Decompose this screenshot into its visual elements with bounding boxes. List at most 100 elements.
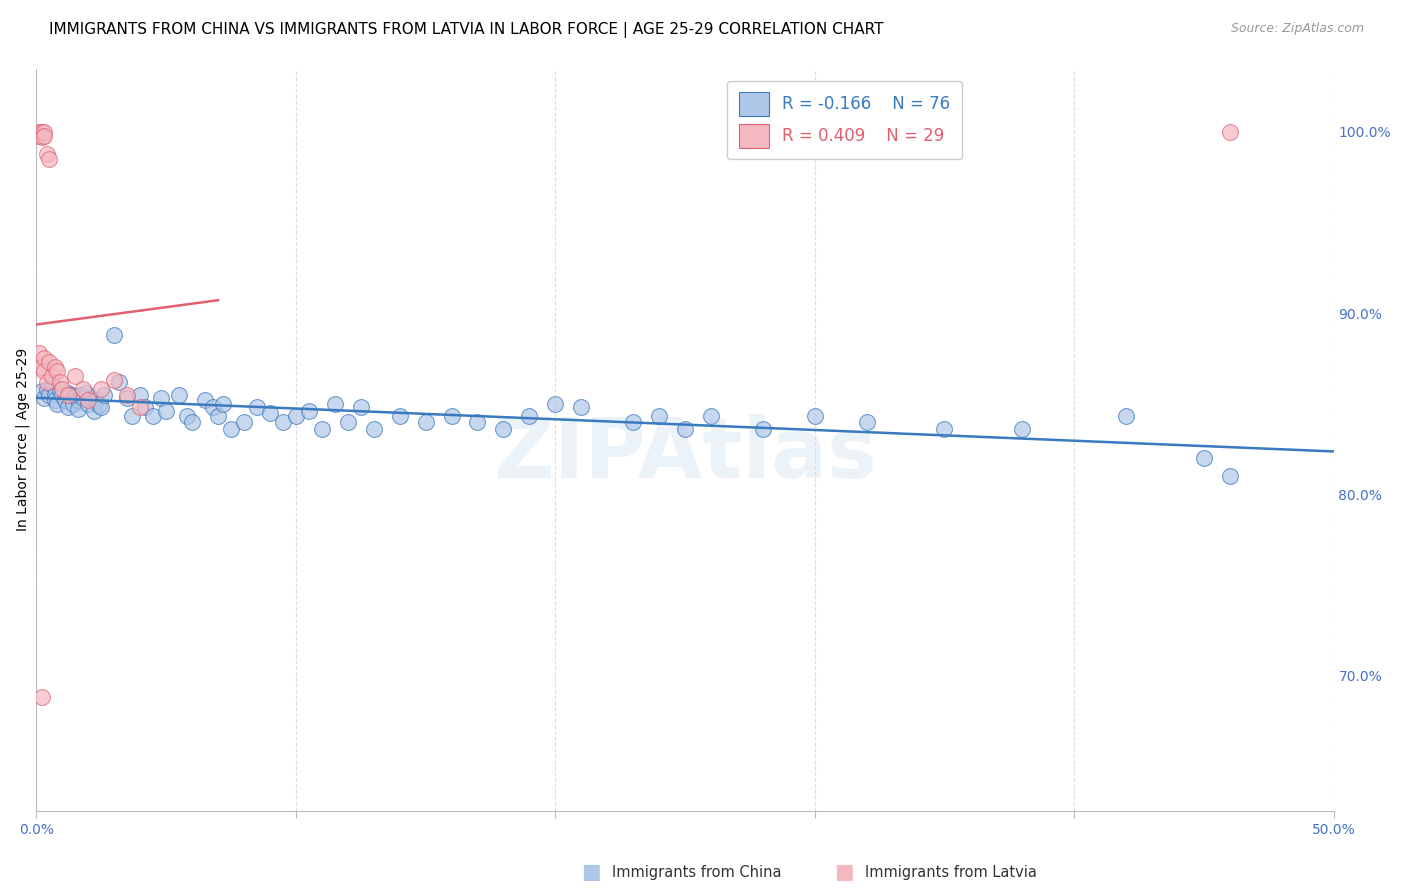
Point (517, 409, 540, 424)
Point (415, 415, 437, 429)
Point (32, 364, 55, 378)
Point (80, 391, 103, 405)
Point (66, 402, 89, 417)
Point (103, 327, 125, 342)
Text: ZIPAtlas: ZIPAtlas (494, 414, 877, 495)
Point (467, 415, 489, 429)
Point (35, 146, 58, 161)
Point (700, 409, 723, 424)
Point (115, 391, 138, 405)
Point (90, 382, 112, 396)
Point (32, 391, 55, 405)
Point (388, 409, 411, 424)
Point (1011, 422, 1033, 436)
Point (219, 422, 242, 436)
Text: IMMIGRANTS FROM CHINA VS IMMIGRANTS FROM LATVIA IN LABOR FORCE | AGE 25-29 CORRE: IMMIGRANTS FROM CHINA VS IMMIGRANTS FROM… (49, 22, 884, 38)
Point (77, 396, 100, 410)
Text: ■: ■ (581, 863, 600, 882)
Point (142, 409, 165, 424)
Point (246, 400, 269, 414)
Point (492, 422, 515, 436)
Point (673, 422, 696, 436)
Point (31, 690, 53, 704)
Point (35, 382, 58, 396)
Point (35, 375, 58, 389)
Point (108, 375, 131, 389)
Point (194, 392, 217, 407)
Text: Immigrants from Latvia: Immigrants from Latvia (865, 865, 1036, 880)
Point (855, 415, 877, 429)
Point (149, 391, 172, 405)
Text: Immigrants from China: Immigrants from China (612, 865, 782, 880)
Point (167, 387, 190, 401)
Point (129, 400, 152, 414)
Point (44, 387, 66, 401)
Point (271, 415, 294, 429)
Point (32, 125, 55, 139)
Point (233, 415, 256, 429)
Point (212, 396, 235, 410)
Point (32, 128, 55, 143)
Point (32, 351, 55, 366)
Point (93, 387, 115, 401)
Point (176, 409, 198, 424)
Point (28, 128, 51, 143)
Point (363, 422, 385, 436)
Point (87, 398, 110, 412)
Point (72, 391, 94, 405)
Point (56, 387, 79, 401)
Point (84, 392, 107, 407)
Point (31, 130, 53, 145)
Point (155, 404, 177, 418)
Point (31, 360, 53, 375)
Point (46, 364, 69, 378)
Point (38, 387, 60, 401)
Point (56, 400, 79, 414)
Text: Source: ZipAtlas.com: Source: ZipAtlas.com (1230, 22, 1364, 36)
Point (803, 409, 825, 424)
Point (440, 409, 463, 424)
Point (53, 392, 76, 407)
Point (336, 415, 359, 429)
Point (65, 389, 87, 403)
Point (115, 387, 138, 401)
Point (69, 387, 91, 401)
Point (65, 369, 87, 384)
Point (51, 387, 73, 401)
Point (90, 400, 112, 414)
Point (28, 346, 51, 360)
Point (83, 404, 105, 418)
Text: ■: ■ (834, 863, 853, 882)
Point (28, 125, 51, 139)
Point (544, 396, 567, 410)
Point (311, 422, 333, 436)
Point (44, 392, 66, 407)
Point (59, 387, 82, 401)
Point (259, 406, 281, 420)
Point (41, 369, 63, 384)
Point (121, 409, 143, 424)
Point (284, 409, 307, 424)
Point (569, 400, 592, 414)
Y-axis label: In Labor Force | Age 25-29: In Labor Force | Age 25-29 (15, 348, 30, 532)
Point (201, 400, 224, 414)
Point (49, 384, 72, 398)
Point (38, 152, 60, 166)
Point (350, 400, 373, 414)
Point (44, 360, 66, 375)
Point (1219, 469, 1241, 483)
Point (75, 385, 97, 400)
Point (1115, 409, 1137, 424)
Point (934, 422, 956, 436)
Point (66, 392, 89, 407)
Point (323, 396, 346, 410)
Point (621, 415, 644, 429)
Point (41, 378, 63, 392)
Point (207, 409, 229, 424)
Point (752, 422, 775, 436)
Point (648, 409, 671, 424)
Point (129, 387, 152, 401)
Legend: R = -0.166    N = 76, R = 0.409    N = 29: R = -0.166 N = 76, R = 0.409 N = 29 (727, 80, 962, 160)
Point (181, 415, 204, 429)
Point (77, 392, 100, 407)
